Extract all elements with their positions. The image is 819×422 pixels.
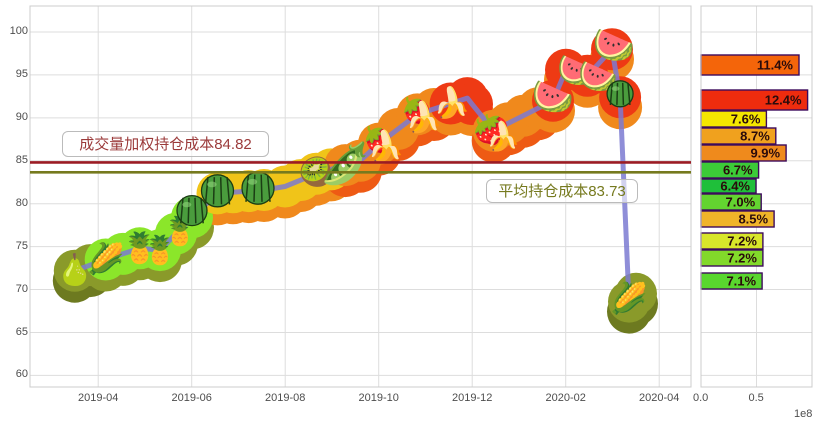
svg-text:🍌: 🍌	[486, 120, 521, 153]
svg-text:🌽: 🌽	[87, 240, 124, 276]
svg-text:9.9%: 9.9%	[750, 146, 780, 161]
svg-text:6.4%: 6.4%	[720, 179, 750, 194]
svg-text:7.6%: 7.6%	[731, 112, 761, 127]
svg-text:11.4%: 11.4%	[757, 58, 794, 73]
svg-text:🍌: 🍌	[433, 85, 470, 120]
svg-text:7.0%: 7.0%	[726, 195, 756, 210]
svg-text:6.7%: 6.7%	[723, 163, 753, 178]
svg-text:🍉: 🍉	[593, 27, 635, 65]
svg-text:7.2%: 7.2%	[727, 234, 757, 249]
svg-text:7.1%: 7.1%	[726, 274, 756, 289]
svg-text:🌽: 🌽	[610, 280, 647, 316]
svg-text:8.7%: 8.7%	[740, 129, 770, 144]
svg-text:8.5%: 8.5%	[738, 212, 768, 227]
svg-text:7.2%: 7.2%	[727, 251, 757, 266]
svg-text:🍌: 🍌	[367, 129, 404, 164]
svg-text:12.4%: 12.4%	[765, 93, 802, 108]
